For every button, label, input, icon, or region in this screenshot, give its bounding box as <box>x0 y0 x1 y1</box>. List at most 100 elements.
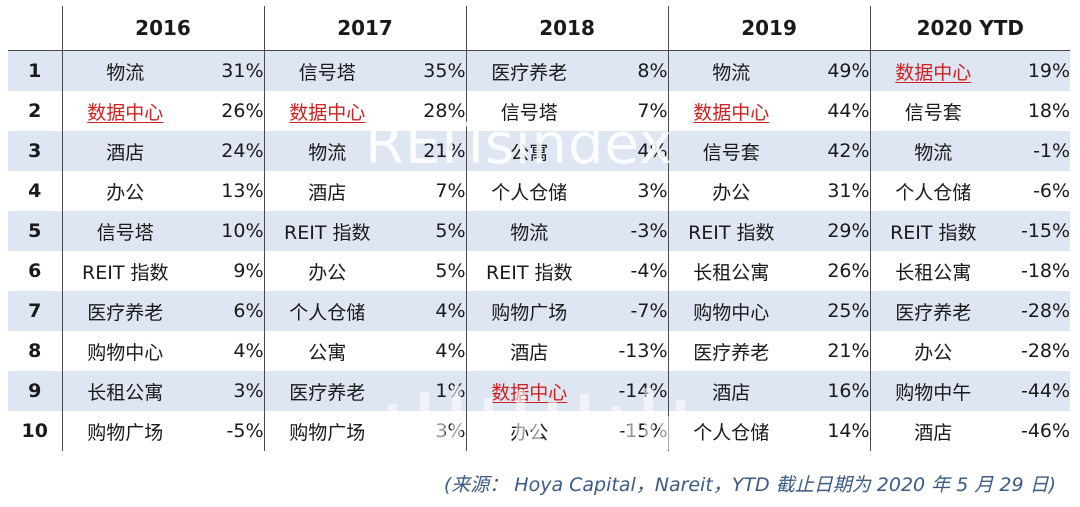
sector-name: 物流 <box>510 221 549 244</box>
return-percent-cell: -28% <box>996 291 1071 331</box>
sector-name-cell: 酒店 <box>667 371 795 411</box>
return-percent-cell: 1% <box>390 371 467 411</box>
table-row: 8 购物中心 4% 公寓 4% 酒店 -13% 医疗养老 21% 办公 -28% <box>8 331 1071 371</box>
sector-name: 个人仓储 <box>491 181 568 204</box>
sector-name-cell: 购物广场 <box>465 291 593 331</box>
year-header: 2020 YTD <box>869 6 1071 51</box>
return-percent-cell: 4% <box>390 291 467 331</box>
sector-name-cell: 物流 <box>465 211 593 251</box>
sector-name: 酒店 <box>308 181 347 204</box>
table-row: 4 办公 13% 酒店 7% 个人仓储 3% 办公 31% 个人仓储 -6% <box>8 171 1071 211</box>
return-percent-cell: -3% <box>592 211 669 251</box>
sector-name: 医疗养老 <box>87 301 164 324</box>
sector-name: REIT 指数 <box>284 221 371 244</box>
rank-cell: 1 <box>8 50 62 91</box>
return-percent-cell: 31% <box>794 171 871 211</box>
highlighted-sector-name: 数据中心 <box>895 61 972 84</box>
highlighted-sector-name: 数据中心 <box>693 101 770 124</box>
return-percent-cell: 3% <box>390 411 467 451</box>
sector-name-cell: 数据中心 <box>667 91 795 131</box>
sector-name: 个人仓储 <box>693 421 770 444</box>
sector-name-cell: 数据中心 <box>869 50 997 91</box>
return-percent-cell: -6% <box>996 171 1071 211</box>
sector-name-cell: 办公 <box>465 411 593 451</box>
sector-name-cell: 个人仓储 <box>667 411 795 451</box>
return-percent-cell: 5% <box>390 211 467 251</box>
sector-name-cell: 公寓 <box>263 331 391 371</box>
sector-name-cell: 数据中心 <box>465 371 593 411</box>
return-percent-cell: -15% <box>592 411 669 451</box>
table-row: 3 酒店 24% 物流 21% 公寓 4% 信号套 42% 物流 -1% <box>8 131 1071 171</box>
return-percent-cell: 5% <box>390 251 467 291</box>
return-percent-cell: 7% <box>390 171 467 211</box>
return-percent-cell: 42% <box>794 131 871 171</box>
sector-name: 物流 <box>308 141 347 164</box>
sector-name-cell: 信号塔 <box>61 211 188 251</box>
return-percent-cell: 21% <box>390 131 467 171</box>
return-percent-cell: 4% <box>390 331 467 371</box>
return-percent-cell: 24% <box>188 131 265 171</box>
return-percent-cell: 16% <box>794 371 871 411</box>
sector-name-cell: 信号塔 <box>263 50 391 91</box>
return-percent-cell: 31% <box>188 50 265 91</box>
sector-name-cell: 购物中心 <box>61 331 188 371</box>
sector-name-cell: 信号塔 <box>465 91 593 131</box>
sector-name: 物流 <box>712 61 751 84</box>
year-header: 2017 <box>263 6 467 51</box>
sector-name: 信号塔 <box>500 101 558 124</box>
return-percent-cell: -5% <box>188 411 265 451</box>
rank-cell: 3 <box>8 131 62 171</box>
sector-name: 个人仓储 <box>289 301 366 324</box>
sector-name: 购物广场 <box>289 421 366 444</box>
year-header: 2018 <box>465 6 669 51</box>
sector-name: 医疗养老 <box>289 381 366 404</box>
sector-name-cell: 数据中心 <box>263 91 391 131</box>
sector-name: 信号套 <box>702 141 760 164</box>
sector-name: 长租公寓 <box>895 261 972 284</box>
sector-name-cell: 信号套 <box>667 131 795 171</box>
sector-name: 信号塔 <box>298 61 356 84</box>
sector-name-cell: 酒店 <box>61 131 188 171</box>
highlighted-sector-name: 数据中心 <box>289 101 366 124</box>
return-percent-cell: -18% <box>996 251 1071 291</box>
rank-header <box>8 6 62 51</box>
sector-name: 物流 <box>106 61 145 84</box>
table-row: 7 医疗养老 6% 个人仓储 4% 购物广场 -7% 购物中心 25% 医疗养老 -28% <box>8 291 1071 331</box>
return-percent-cell: 13% <box>188 171 265 211</box>
sector-name: 办公 <box>106 181 145 204</box>
return-percent-cell: 6% <box>188 291 265 331</box>
sector-name: 信号套 <box>904 101 962 124</box>
return-percent-cell: -46% <box>996 411 1071 451</box>
sector-name-cell: 购物中心 <box>667 291 795 331</box>
sector-name: 酒店 <box>106 141 145 164</box>
sector-name: 个人仓储 <box>895 181 972 204</box>
return-percent-cell: -7% <box>592 291 669 331</box>
sector-name: 医疗养老 <box>693 341 770 364</box>
sector-name-cell: 酒店 <box>263 171 391 211</box>
return-percent-cell: 7% <box>592 91 669 131</box>
sector-name-cell: 办公 <box>667 171 795 211</box>
sector-name: 长租公寓 <box>87 381 164 404</box>
return-percent-cell: -14% <box>592 371 669 411</box>
return-percent-cell: -28% <box>996 331 1071 371</box>
sector-name: 购物中心 <box>87 341 164 364</box>
sector-name-cell: 物流 <box>263 131 391 171</box>
sector-name-cell: 公寓 <box>465 131 593 171</box>
table-row: 1 物流 31% 信号塔 35% 医疗养老 8% 物流 49% 数据中心 19% <box>8 50 1071 91</box>
sector-name: 公寓 <box>510 141 549 164</box>
sector-name: 购物广场 <box>491 301 568 324</box>
reit-sector-ranking-table: 2016 2017 2018 2019 2020 YTD 1 物流 31% 信号塔 35… <box>8 6 1071 451</box>
return-percent-cell: -4% <box>592 251 669 291</box>
return-percent-cell: 3% <box>188 371 265 411</box>
return-percent-cell: -1% <box>996 131 1071 171</box>
return-percent-cell: 49% <box>794 50 871 91</box>
rank-cell: 2 <box>8 91 62 131</box>
sector-name-cell: REIT 指数 <box>465 251 593 291</box>
sector-name: 办公 <box>914 341 953 364</box>
return-percent-cell: 25% <box>794 291 871 331</box>
return-percent-cell: 21% <box>794 331 871 371</box>
return-percent-cell: 19% <box>996 50 1071 91</box>
sector-name: 医疗养老 <box>491 61 568 84</box>
return-percent-cell: 26% <box>794 251 871 291</box>
sector-name: 办公 <box>308 261 347 284</box>
